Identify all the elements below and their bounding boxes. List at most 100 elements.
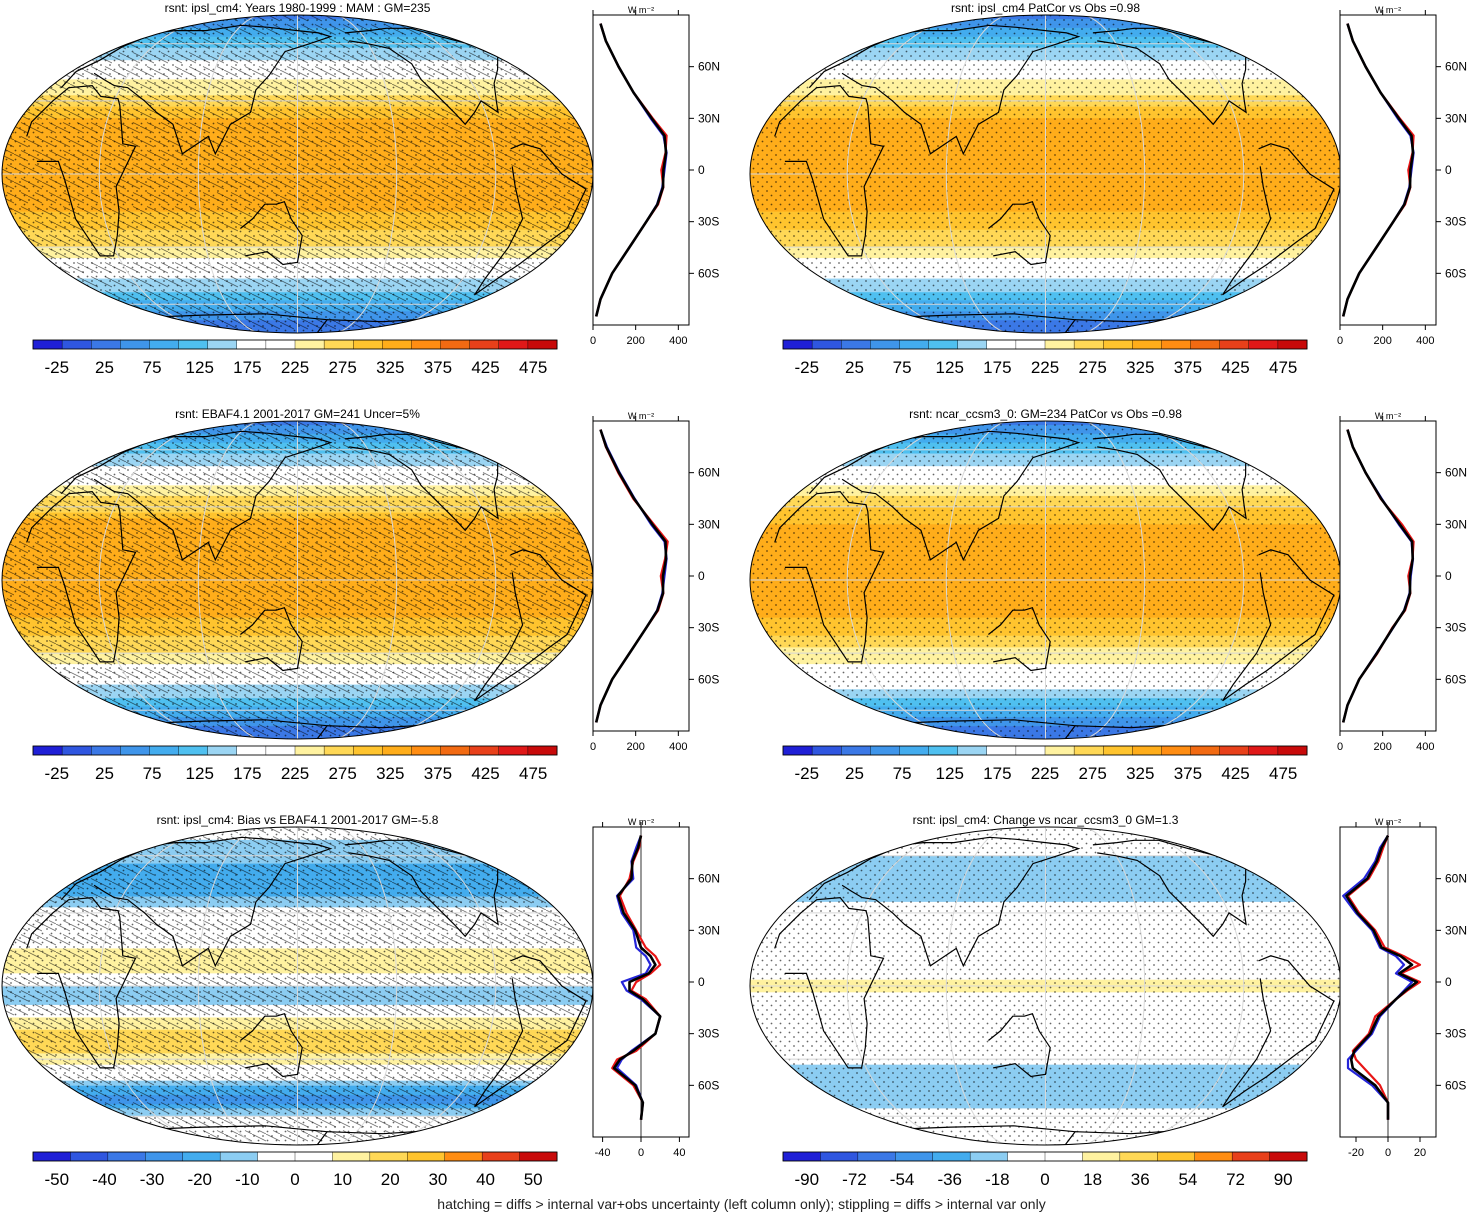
colorbar-swatch: [811, 339, 842, 350]
colorbar-tick-label: 125: [936, 764, 964, 783]
colorbar-tick-label: 375: [1174, 358, 1202, 377]
coastline: [988, 1012, 1051, 1078]
coastline: [474, 143, 587, 296]
colorbar-swatch: [1248, 339, 1279, 350]
colorbar-swatch: [32, 1151, 71, 1162]
colorbar-swatch: [969, 1151, 1009, 1162]
graticule-lon: [1123, 421, 1245, 739]
colorbar-swatch: [957, 339, 988, 350]
colorbar-swatch: [91, 745, 121, 756]
colorbar-tick-label: 225: [281, 764, 309, 783]
colorbar-tick-label: -25: [45, 764, 70, 783]
graticule-lon: [197, 827, 259, 1145]
figure-caption: hatching = diffs > internal var+obs unce…: [437, 1196, 1046, 1212]
colorbar-swatch: [32, 339, 63, 350]
colorbar-swatch: [265, 745, 296, 756]
profile-series-line: [594, 429, 668, 723]
colorbar-swatch: [1132, 745, 1162, 756]
profile-ytick-label: 30N: [698, 517, 720, 531]
profile-xtick-label: 400: [669, 741, 687, 753]
colorbar-swatch: [498, 745, 529, 756]
colorbar-tick-label: 325: [1126, 764, 1154, 783]
profile-xtick-label: -40: [595, 1147, 611, 1159]
colorbar-swatch: [323, 339, 354, 350]
graticule-lon: [375, 15, 497, 333]
profile-xtick-label: 0: [590, 335, 596, 347]
coastline: [988, 200, 1051, 266]
colorbar-tick-label: 75: [143, 764, 162, 783]
colorbar-tick-label: 25: [95, 358, 114, 377]
colorbar-swatch: [353, 745, 383, 756]
colorbar-swatch: [382, 745, 412, 756]
profile-ytick-label: 30N: [1445, 517, 1467, 531]
colorbar-swatch: [1277, 745, 1308, 756]
colorbar-frame: [32, 339, 558, 350]
colorbar-swatch: [32, 745, 63, 756]
zonal-profile: W m⁻² 0 200 400 60N 30N 0 30S 60S: [590, 411, 720, 753]
colorbar-swatch: [1161, 339, 1192, 350]
colorbar-swatch: [265, 339, 296, 350]
profile-xtick-label: 200: [1373, 741, 1391, 753]
profile-xtick-label: 200: [1373, 335, 1391, 347]
profile-ytick-label: 30N: [1445, 923, 1467, 937]
colorbar-tick-label: 225: [1031, 764, 1059, 783]
colorbar-swatch: [782, 1151, 821, 1162]
profile-ytick-label: 30S: [698, 215, 719, 229]
colorbar-swatch: [440, 339, 471, 350]
profile-ytick-label: 0: [698, 163, 705, 177]
colorbar-tick-label: 375: [1174, 764, 1202, 783]
zonal-profile: W m⁻² 0 200 400 60N 30N 0 30S 60S: [590, 5, 720, 347]
colorbar-swatch: [257, 1151, 296, 1162]
profile-ytick-label: 0: [1445, 975, 1452, 989]
colorbar-swatch: [1248, 745, 1279, 756]
colorbar-swatch: [820, 1151, 859, 1162]
colorbar-swatch: [1073, 339, 1104, 350]
profile-xtick-label: 0: [638, 1147, 644, 1159]
colorbar-swatch: [70, 1151, 109, 1162]
profile-unit-label: W m⁻²: [1375, 411, 1401, 421]
colorbar-swatch: [782, 339, 813, 350]
colorbar-swatch: [986, 745, 1017, 756]
coastline: [344, 433, 499, 532]
colorbar-swatch: [527, 339, 558, 350]
profile-ytick-label: 0: [1445, 163, 1452, 177]
profile-ytick-label: 60N: [1445, 466, 1467, 480]
profile-ytick-label: 60S: [1445, 672, 1466, 686]
profile-series-line: [612, 835, 662, 1120]
profile-xtick-label: 0: [590, 741, 596, 753]
colorbar-swatch: [1044, 745, 1075, 756]
colorbar-swatch: [382, 339, 412, 350]
profile-xtick-label: 400: [1416, 741, 1434, 753]
profile-xtick-label: 0: [1337, 741, 1343, 753]
colorbar-swatch: [782, 745, 813, 756]
map-field: [750, 15, 1341, 333]
colorbar-swatch: [1190, 745, 1221, 756]
colorbar-swatch: [1103, 745, 1133, 756]
colorbar-swatch: [519, 1151, 558, 1162]
colorbar-tick-label: 225: [281, 358, 309, 377]
colorbar-tick-label: 225: [1031, 358, 1059, 377]
colorbar-swatch: [323, 745, 354, 756]
coastline: [774, 84, 885, 257]
coastline: [1222, 143, 1335, 296]
coastline: [1222, 955, 1335, 1108]
panel-title: rsnt: ncar_ccsm3_0: GM=234 PatCor vs Obs…: [909, 407, 1182, 421]
profile-ytick-label: 30S: [698, 621, 719, 635]
colorbar-tick-label: -40: [92, 1170, 117, 1189]
colorbar-tick-label: 325: [376, 358, 404, 377]
colorbar-tick-label: 18: [1083, 1170, 1102, 1189]
profile-series-line: [594, 23, 668, 317]
profile-ytick-label: 30S: [698, 1027, 719, 1041]
graticule-lon: [846, 15, 968, 333]
profile-ytick-label: 60S: [1445, 1078, 1466, 1092]
colorbar-swatch: [294, 339, 325, 350]
colorbar-tick-label: 75: [143, 358, 162, 377]
colorbar-swatch: [369, 1151, 408, 1162]
coastline: [774, 490, 885, 663]
profile-ytick-label: 60N: [698, 60, 720, 74]
colorbar-swatch: [61, 745, 92, 756]
colorbar-swatch: [1007, 1151, 1046, 1162]
profile-ytick-label: 60N: [698, 466, 720, 480]
colorbar-tick-label: 175: [983, 358, 1011, 377]
colorbar-tick-label: 425: [471, 764, 499, 783]
